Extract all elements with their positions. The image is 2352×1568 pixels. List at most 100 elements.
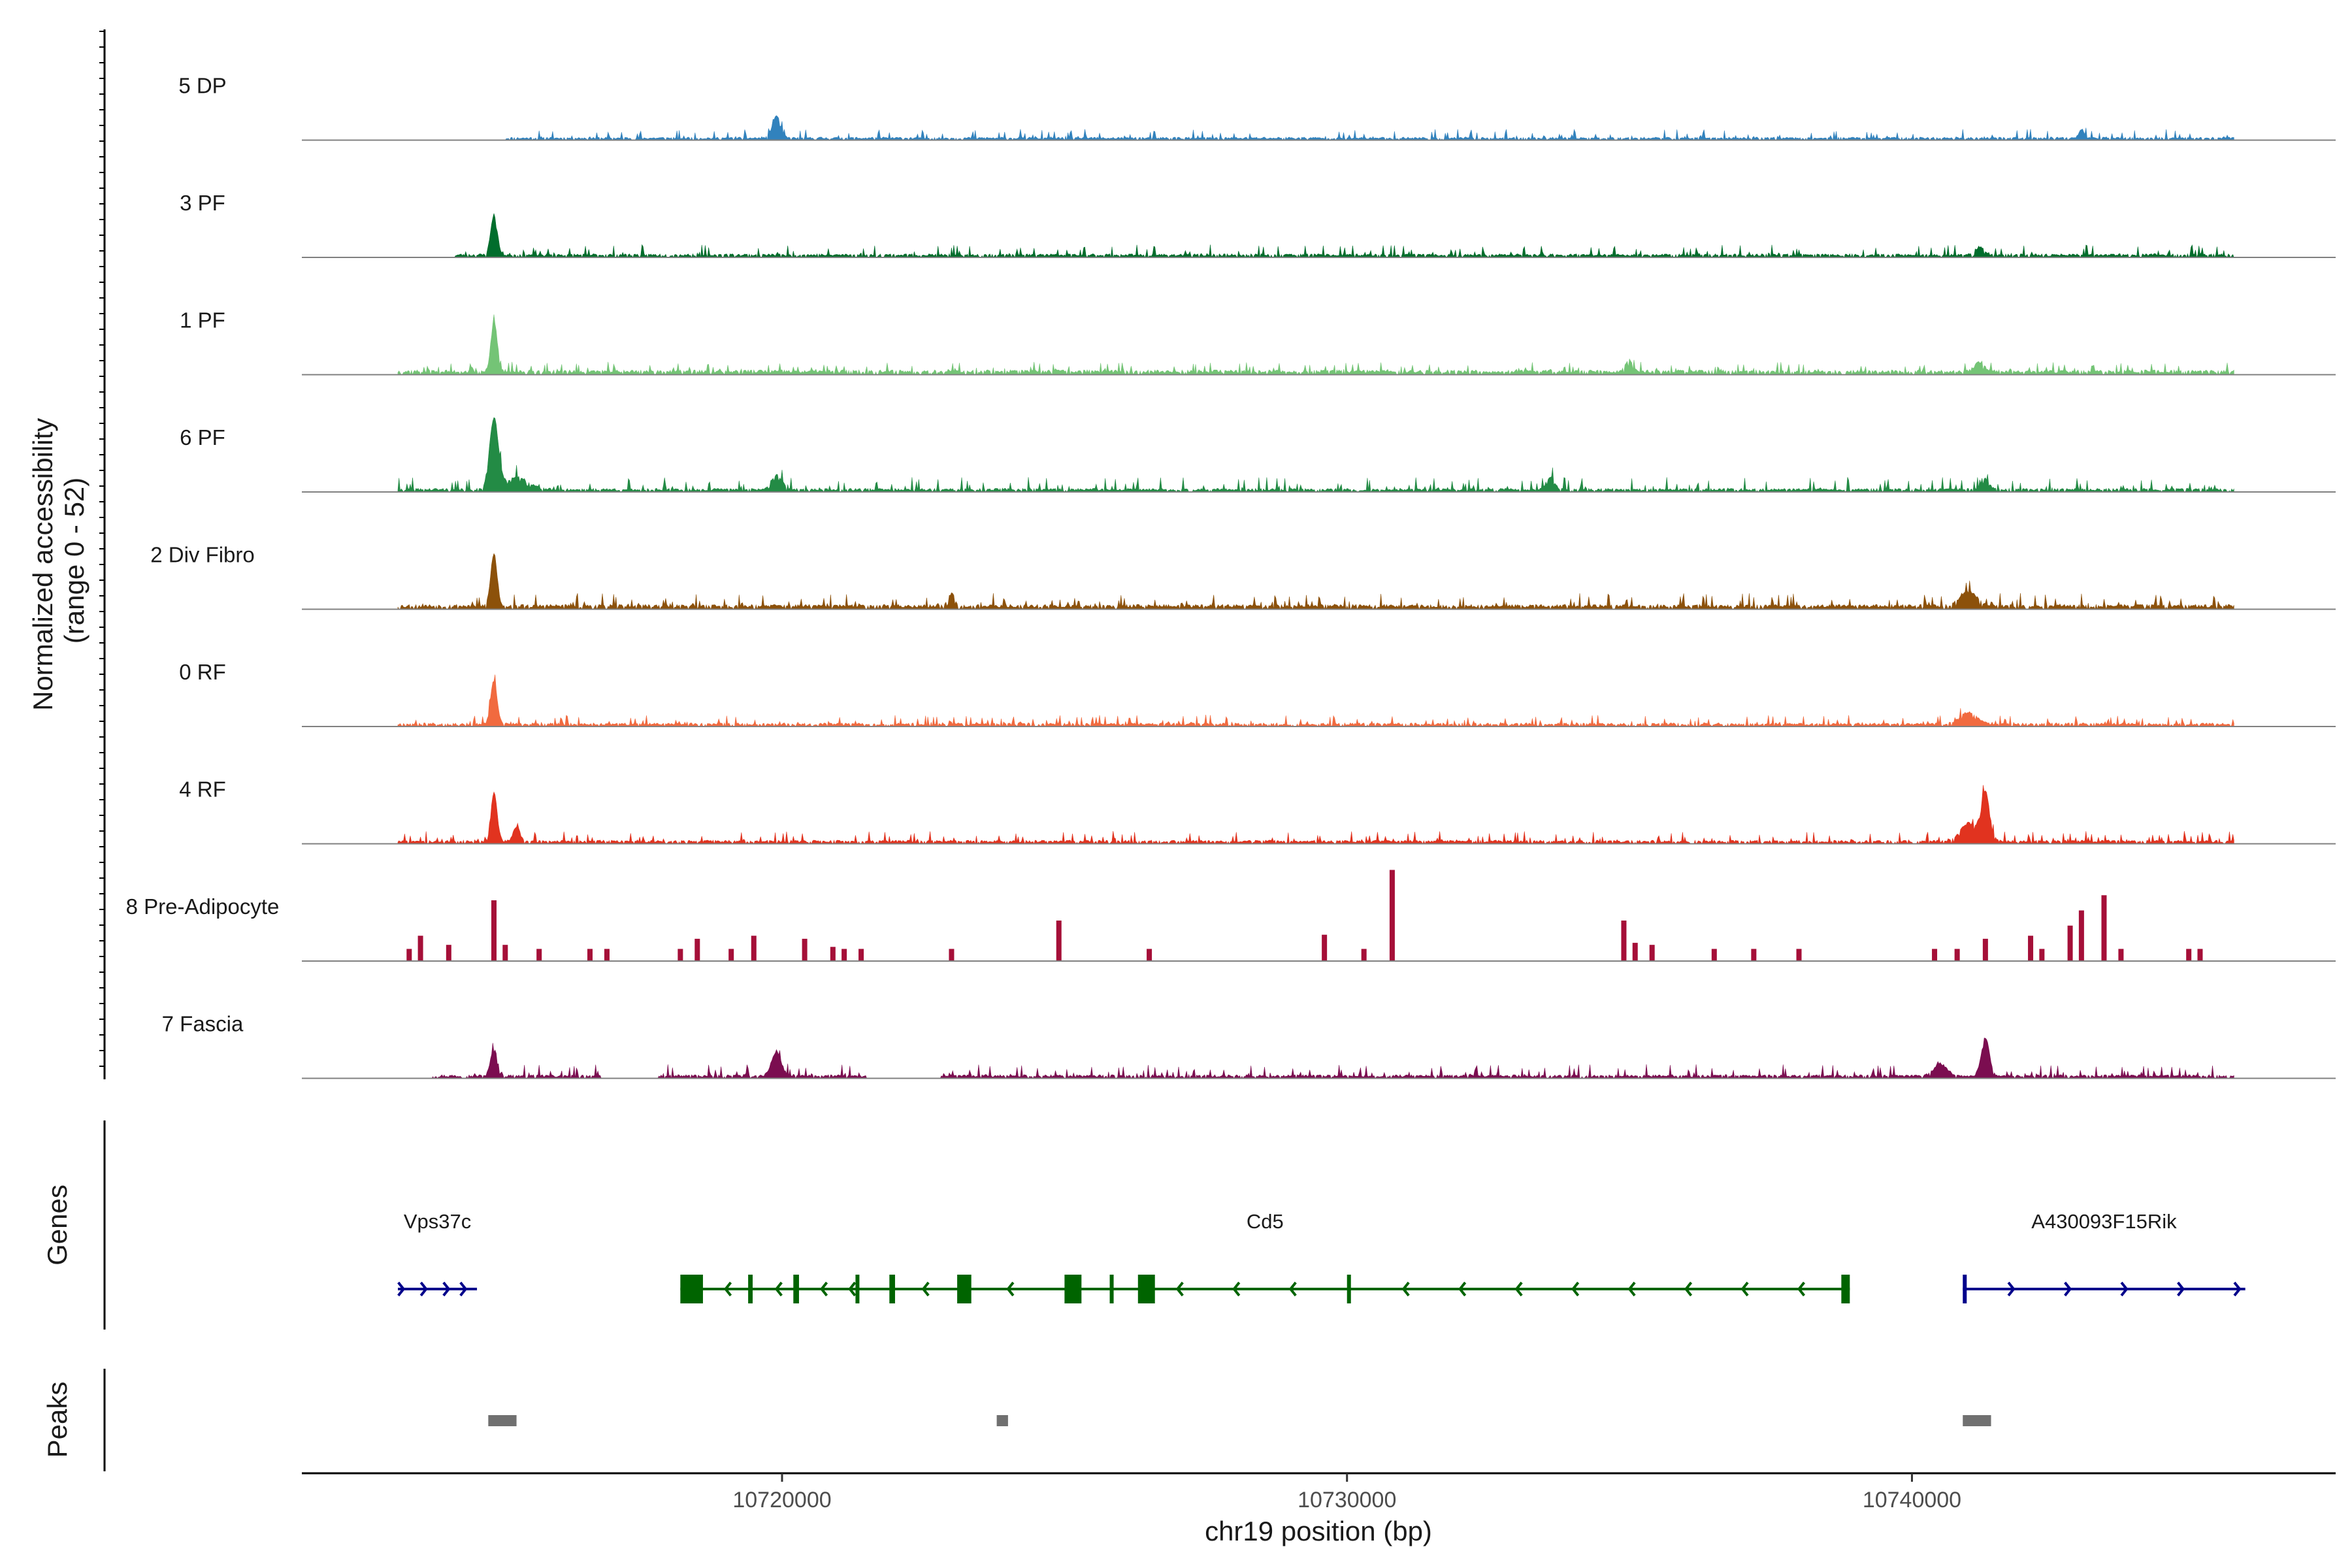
coverage-bar <box>604 949 610 961</box>
coverage-bar <box>1632 943 1638 961</box>
strand-arrow <box>2007 1281 2016 1297</box>
coverage-bar <box>1361 949 1367 961</box>
track-5-dp: 5 DP <box>178 74 2336 141</box>
coverage-y-axis <box>99 29 106 1079</box>
track-label: 0 RF <box>179 660 226 684</box>
gene-exon <box>1841 1275 1850 1303</box>
x-axis: 10720000 10730000 10740000 <box>302 1472 2336 1512</box>
track-label: 6 PF <box>180 425 225 449</box>
track-4-rf: 4 RF <box>179 777 2336 845</box>
track-label: 3 PF <box>180 191 225 215</box>
coverage-bar <box>1711 949 1717 961</box>
strand-arrow <box>1740 1281 1749 1297</box>
gene-exon <box>1064 1275 1082 1303</box>
peak-regions <box>488 1415 1991 1426</box>
strand-arrow <box>419 1281 428 1297</box>
x-axis-title: chr19 position (bp) <box>1205 1516 1432 1546</box>
coverage-tracks: 5 DP 3 PF 1 PF 6 PF 2 Div Fibro 0 RF 4 RF 8 Pre… <box>126 74 2336 1079</box>
coverage-bar <box>1982 938 1988 961</box>
coverage-bar <box>1649 945 1655 961</box>
gene-exon <box>1347 1275 1351 1303</box>
strand-arrow <box>1006 1281 1015 1297</box>
strand-arrow <box>1627 1281 1636 1297</box>
strand-arrow <box>1175 1281 1184 1297</box>
coverage-bar <box>2078 910 2084 961</box>
coverage-area <box>398 213 2234 259</box>
x-tick-label: 10730000 <box>1298 1488 1396 1512</box>
genes-panel-label: Genes <box>42 1184 73 1266</box>
strand-arrow <box>1684 1281 1693 1297</box>
coverage-bar <box>678 949 683 961</box>
track-label: 8 Pre-Adipocyte <box>126 894 280 919</box>
strand-arrow <box>442 1281 451 1297</box>
coverage-bar <box>751 936 757 961</box>
peak-region <box>488 1415 517 1426</box>
gene-cd5: Cd5 <box>680 1210 1850 1303</box>
y-axis-title-line-1: Normalized accessibility <box>27 418 58 711</box>
gene-exon <box>680 1275 703 1303</box>
coverage-bar <box>491 900 497 961</box>
coverage-bar <box>830 947 836 961</box>
coverage-bar <box>694 938 700 961</box>
peak-region <box>996 1415 1008 1426</box>
strand-arrow <box>723 1281 732 1297</box>
coverage-area <box>397 553 2234 610</box>
coverage-bar <box>2101 895 2107 961</box>
strand-arrow <box>1571 1281 1580 1297</box>
gene-exon <box>889 1275 895 1303</box>
coverage-bar <box>802 938 808 961</box>
coverage-bar <box>417 936 423 961</box>
track-label: 5 DP <box>178 74 226 98</box>
track-0-rf: 0 RF <box>179 660 2336 728</box>
y-axis-title-line-2: (range 0 - 52) <box>59 478 90 644</box>
coverage-bar <box>446 945 451 961</box>
coverage-bar <box>949 949 955 961</box>
coverage-bar <box>406 949 412 961</box>
strand-arrow <box>397 1281 406 1297</box>
coverage-bar <box>536 949 542 961</box>
track-7-fascia: 7 Fascia <box>162 1012 2336 1079</box>
coverage-bar <box>728 949 734 961</box>
gene-label: A430093F15Rik <box>2031 1210 2177 1233</box>
y-axis-title: Normalized accessibility (range 0 - 52) <box>27 410 90 711</box>
coverage-bar <box>1932 949 1938 961</box>
coverage-bar <box>1147 949 1152 961</box>
strand-arrow <box>1514 1281 1523 1297</box>
strand-arrow <box>2120 1281 2129 1297</box>
gene-exon <box>957 1275 972 1303</box>
coverage-bar <box>1322 934 1328 961</box>
gene-track-panel: Genes Vps37c Cd5 A430093F15Rik <box>42 1120 2246 1330</box>
strand-arrow <box>1232 1281 1241 1297</box>
track-label: 7 Fascia <box>162 1012 244 1036</box>
peaks-panel-label: Peaks <box>42 1382 73 1458</box>
coverage-bar <box>502 945 508 961</box>
strand-arrow <box>848 1281 857 1297</box>
track-3-pf: 3 PF <box>180 191 2336 259</box>
coverage-bar <box>2186 949 2192 961</box>
coverage-bar <box>2067 925 2073 961</box>
gene-models: Vps37c Cd5 A430093F15Rik <box>397 1210 2246 1303</box>
x-tick-label: 10720000 <box>732 1488 831 1512</box>
track-1-pf: 1 PF <box>180 308 2336 376</box>
strand-arrow <box>2176 1281 2185 1297</box>
coverage-bar <box>841 949 847 961</box>
gene-label: Cd5 <box>1247 1210 1284 1233</box>
gene-exon <box>1137 1275 1155 1303</box>
track-6-pf: 6 PF <box>180 417 2336 493</box>
coverage-bar <box>858 949 864 961</box>
gene-exon <box>1963 1275 1967 1303</box>
coverage-bar <box>1954 949 1960 961</box>
coverage-bar <box>1796 949 1802 961</box>
strand-arrow <box>1401 1281 1410 1297</box>
strand-arrow <box>1458 1281 1467 1297</box>
track-label: 1 PF <box>180 308 225 333</box>
gene-exon <box>793 1275 799 1303</box>
coverage-area <box>398 1037 2234 1079</box>
coverage-bar <box>2028 936 2034 961</box>
peak-region <box>1963 1415 1991 1426</box>
peaks-panel: Peaks <box>42 1369 1991 1471</box>
strand-arrow <box>819 1281 828 1297</box>
coverage-bar <box>2197 949 2203 961</box>
gene-a430093f15rik: A430093F15Rik <box>1963 1210 2246 1303</box>
